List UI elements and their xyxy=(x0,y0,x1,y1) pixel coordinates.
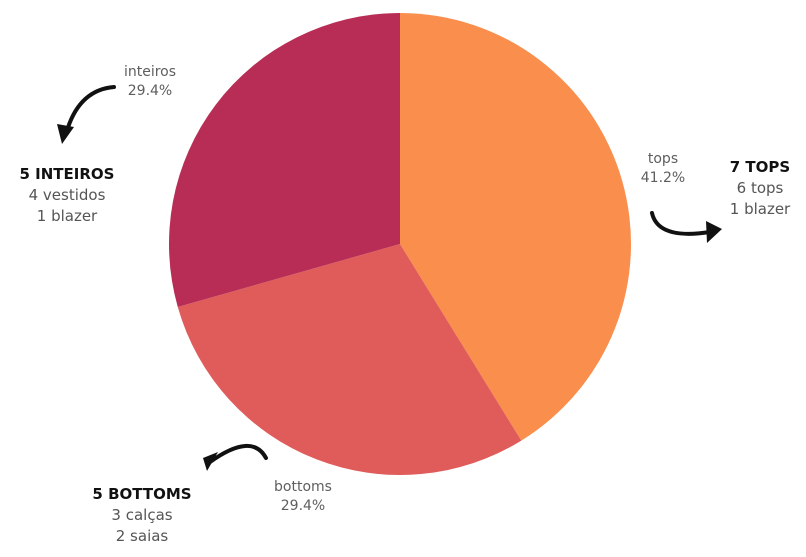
annotation-tops: 7 TOPS 6 tops 1 blazer xyxy=(718,157,802,220)
curved-arrow-icon xyxy=(650,211,712,236)
annotation-tops-line: 6 tops xyxy=(736,179,784,197)
arrowhead-icon xyxy=(706,221,722,243)
slice-label-tops-name: tops xyxy=(647,151,679,167)
slice-label-bottoms: bottoms 29.4% xyxy=(258,478,348,516)
curved-arrow-icon xyxy=(208,443,268,464)
annotation-bottoms-title: 5 BOTTOMS xyxy=(92,485,192,503)
slice-label-tops: tops 41.2% xyxy=(625,150,701,188)
annotation-tops-line: 1 blazer xyxy=(729,200,791,218)
slice-label-inteiros-percent: 29.4% xyxy=(127,83,173,99)
annotation-inteiros-line: 1 blazer xyxy=(36,207,98,225)
annotation-bottoms-line: 3 calças xyxy=(111,506,173,524)
pie-slice-tops xyxy=(400,13,631,441)
annotation-bottoms-line: 2 saias xyxy=(115,527,169,545)
pie-slice-bottoms xyxy=(177,244,522,476)
slice-label-bottoms-percent: 29.4% xyxy=(280,498,326,514)
annotation-inteiros-title: 5 INTEIROS xyxy=(19,165,115,183)
slice-label-bottoms-name: bottoms xyxy=(274,479,332,495)
arrowhead-icon xyxy=(57,124,74,144)
annotation-inteiros-line: 4 vestidos xyxy=(28,186,106,204)
annotation-tops-title: 7 TOPS xyxy=(729,158,791,176)
slice-label-inteiros: inteiros 29.4% xyxy=(108,63,192,101)
arrowhead-icon xyxy=(203,452,218,471)
annotation-inteiros: 5 INTEIROS 4 vestidos 1 blazer xyxy=(8,164,126,227)
slice-label-tops-percent: 41.2% xyxy=(640,170,686,186)
slice-label-inteiros-name: inteiros xyxy=(123,64,177,80)
annotation-bottoms: 5 BOTTOMS 3 calças 2 saias xyxy=(68,484,216,547)
pie-slice-inteiros xyxy=(168,13,400,308)
